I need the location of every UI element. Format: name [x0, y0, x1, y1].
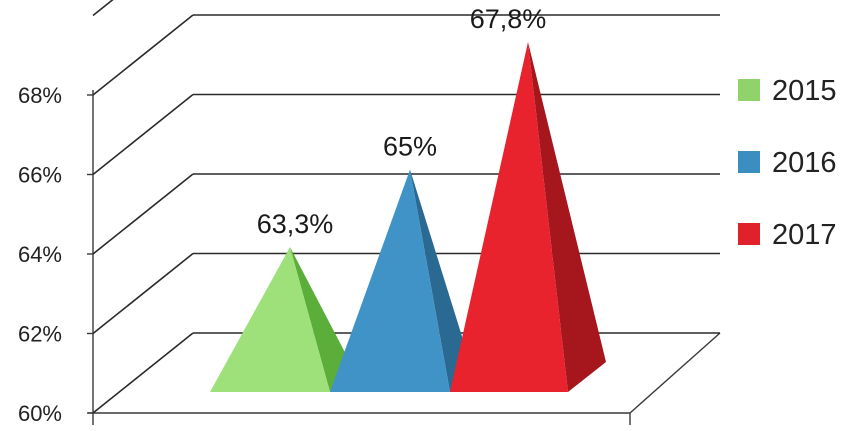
y-tick-label: 60%: [18, 401, 62, 426]
y-tick-label: 66%: [18, 163, 62, 188]
pyramid-2017: [450, 42, 606, 392]
gridline-left-wall: [92, 173, 194, 255]
data-label-2017: 67,8%: [470, 4, 547, 34]
floor-right-edge: [629, 332, 721, 414]
gridline-left-wall: [92, 93, 194, 176]
data-label-2016: 65%: [383, 132, 437, 162]
pyramids: [210, 42, 606, 392]
y-tick-label: 64%: [18, 242, 62, 267]
legend-swatch-2016: [738, 151, 760, 173]
legend-swatch-2015: [738, 79, 760, 101]
data-labels: 63,3% 65% 67,8%: [257, 4, 547, 239]
pyramid-side-face: [290, 247, 350, 392]
y-tick-label: 62%: [18, 322, 62, 347]
legend-label-2017: 2017: [772, 219, 837, 251]
pyramid-side-face: [528, 42, 606, 392]
y-tick-label: 68%: [18, 83, 62, 108]
legend-swatch-2017: [738, 223, 760, 245]
data-label-2015: 63,3%: [257, 209, 334, 239]
legend: 2015 2016 2017: [738, 75, 837, 251]
legend-label-2015: 2015: [772, 75, 837, 107]
gridline-left-wall: [92, 332, 194, 414]
pyramid-2015: [210, 247, 350, 392]
gridline-left-wall: [92, 252, 194, 335]
gridline-left-wall: [92, 14, 194, 96]
pyramid-2016: [330, 169, 470, 392]
pyramid-side-face: [410, 169, 470, 392]
gridline-left-wall: [92, 0, 114, 17]
legend-label-2016: 2016: [772, 147, 837, 179]
y-axis-ticks: 60% 62% 64% 66% 68%: [18, 83, 93, 426]
chart-frame: [88, 90, 721, 425]
pyramid-front-face: [450, 42, 568, 392]
pyramid-front-face: [210, 247, 330, 392]
pyramid-front-face: [330, 169, 450, 392]
